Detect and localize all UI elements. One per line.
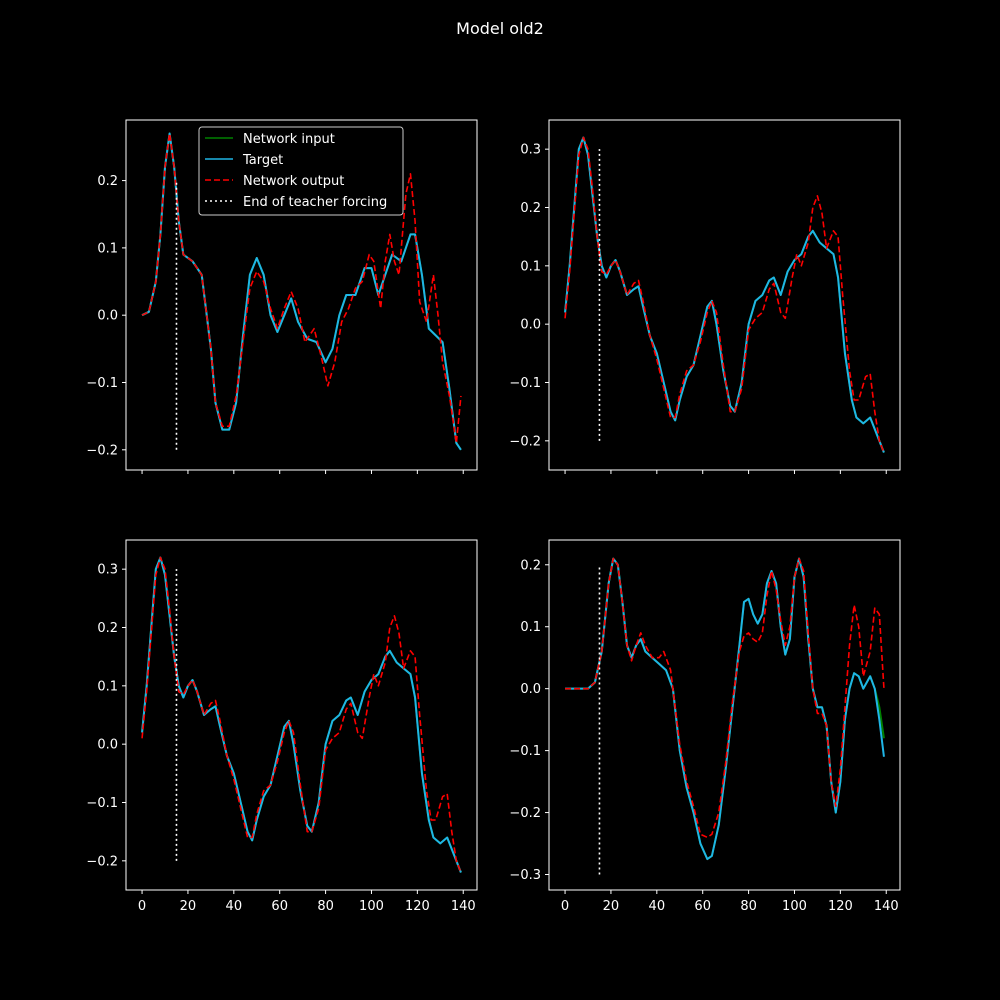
axes-frame bbox=[548, 119, 901, 471]
plot-area-bottom-left bbox=[141, 556, 462, 873]
x-tick-label: 80 bbox=[317, 899, 334, 914]
y-tick-label: −0.1 bbox=[509, 376, 541, 391]
y-tick-label: 0.3 bbox=[97, 563, 118, 578]
y-tick-label: 0.1 bbox=[520, 620, 541, 635]
subplot-top-right: −0.2 −0.1 0.0 0.1 0.2 0.3 bbox=[509, 119, 901, 474]
y-tick-label: 0.0 bbox=[97, 738, 118, 753]
axes-frame bbox=[125, 539, 478, 891]
y-tick-label: 0.1 bbox=[520, 259, 541, 274]
legend-label-output: Network output bbox=[243, 174, 344, 189]
y-tick-label: 0.1 bbox=[97, 241, 118, 256]
x-tick-label: 40 bbox=[649, 899, 666, 914]
series-output-line bbox=[564, 136, 885, 453]
y-tick-label: −0.1 bbox=[86, 376, 118, 391]
axes-frame bbox=[548, 539, 901, 891]
figure-title: Model old2 bbox=[456, 19, 544, 38]
plot-area-top-right bbox=[564, 136, 885, 453]
subplot-bottom-right: 0 20 40 60 80 100 120 140 −0.3 −0.2 −0.1 0.0 0.1 0.2 bbox=[509, 539, 901, 914]
x-tick-label: 140 bbox=[874, 899, 899, 914]
y-tick-label: −0.1 bbox=[86, 796, 118, 811]
axes-ticks: 0 20 40 60 80 100 120 140 −0.2 −0.1 0.0 0.1 0.2 0.3 bbox=[86, 563, 475, 914]
plot-area-top-left bbox=[141, 132, 462, 451]
y-tick-label: 0.0 bbox=[520, 682, 541, 697]
x-tick-label: 0 bbox=[561, 899, 569, 914]
x-tick-label: 100 bbox=[782, 899, 807, 914]
x-tick-label: 140 bbox=[451, 899, 476, 914]
axes-ticks: −0.2 −0.1 0.0 0.1 0.2 bbox=[86, 174, 464, 474]
series-output-line bbox=[141, 132, 462, 444]
y-tick-label: 0.0 bbox=[97, 309, 118, 324]
legend-label-input: Network input bbox=[243, 132, 335, 147]
x-tick-label: 100 bbox=[359, 899, 384, 914]
y-tick-label: −0.2 bbox=[509, 434, 541, 449]
y-tick-label: 0.0 bbox=[520, 318, 541, 333]
legend: Network input Target Network output End … bbox=[198, 126, 404, 216]
y-tick-label: −0.2 bbox=[86, 854, 118, 869]
x-tick-label: 20 bbox=[603, 899, 620, 914]
y-tick-label: 0.2 bbox=[97, 621, 118, 636]
y-tick-label: 0.3 bbox=[520, 143, 541, 158]
axes-ticks: 0 20 40 60 80 100 120 140 −0.3 −0.2 −0.1 0.0 0.1 0.2 bbox=[509, 558, 898, 914]
x-tick-label: 60 bbox=[694, 899, 711, 914]
x-tick-label: 80 bbox=[740, 899, 757, 914]
subplot-top-left: −0.2 −0.1 0.0 0.1 0.2 bbox=[86, 119, 478, 474]
plot-area-bottom-right bbox=[565, 557, 885, 875]
y-tick-label: −0.3 bbox=[509, 868, 541, 883]
y-tick-label: 0.1 bbox=[97, 679, 118, 694]
y-tick-label: 0.2 bbox=[97, 174, 118, 189]
x-tick-label: 120 bbox=[828, 899, 853, 914]
x-tick-label: 0 bbox=[138, 899, 146, 914]
y-tick-label: −0.1 bbox=[509, 744, 541, 759]
subplot-bottom-left: 0 20 40 60 80 100 120 140 −0.2 −0.1 0.0 0.1 0.2 0.3 bbox=[86, 539, 478, 914]
y-tick-label: 0.2 bbox=[520, 201, 541, 216]
x-tick-label: 20 bbox=[180, 899, 197, 914]
legend-label-target: Target bbox=[242, 153, 283, 168]
legend-box bbox=[198, 126, 404, 216]
y-tick-label: −0.2 bbox=[509, 806, 541, 821]
y-tick-label: −0.2 bbox=[86, 443, 118, 458]
series-output-line bbox=[141, 556, 462, 873]
series-output-line bbox=[565, 557, 885, 839]
x-tick-label: 120 bbox=[405, 899, 430, 914]
x-tick-label: 40 bbox=[226, 899, 243, 914]
axes-ticks: −0.2 −0.1 0.0 0.1 0.2 0.3 bbox=[509, 143, 887, 474]
x-tick-label: 60 bbox=[271, 899, 288, 914]
legend-label-teacher-forcing: End of teacher forcing bbox=[243, 195, 387, 210]
axes-frame bbox=[125, 119, 478, 471]
y-tick-label: 0.2 bbox=[520, 558, 541, 573]
